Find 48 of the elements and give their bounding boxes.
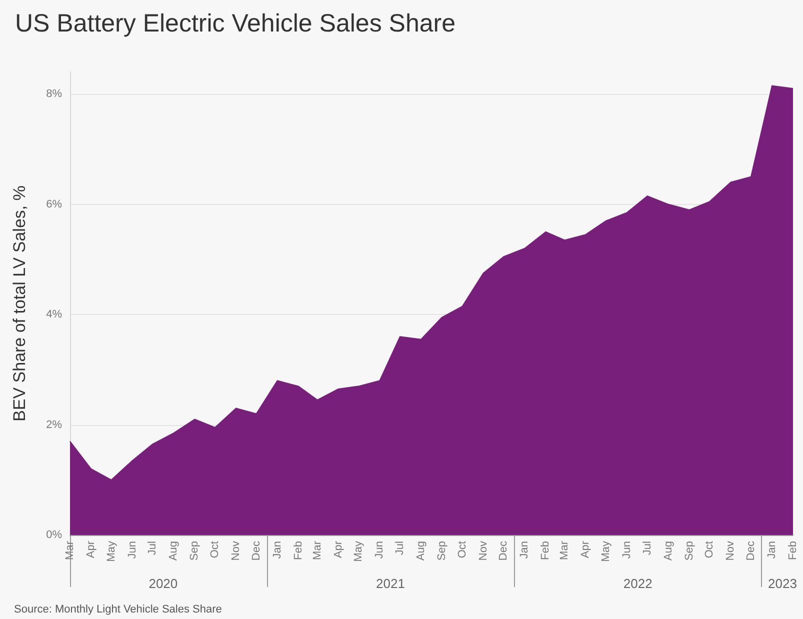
x-tick-label: Mar <box>64 540 76 560</box>
x-tick-label: Jun <box>126 541 138 559</box>
x-tick-label: Jan <box>766 541 778 559</box>
x-tick-label: Jun <box>374 541 386 559</box>
y-tick-label: 4% <box>46 308 62 321</box>
x-tick-label: Mar <box>311 540 324 560</box>
x-tick-label: Jul <box>641 541 654 556</box>
x-tick-label: May <box>352 540 365 562</box>
x-tick-label: Oct <box>456 541 468 558</box>
y-tick-label: 2% <box>46 418 62 431</box>
x-tick-label: Sep <box>436 541 448 561</box>
x-tick-label: Jan <box>518 541 531 559</box>
x-tick-label: Apr <box>332 540 344 558</box>
x-tick-label: Nov <box>477 540 490 561</box>
x-tick-label: Feb <box>540 541 552 560</box>
text: 2020 <box>148 576 178 591</box>
chart-title: US Battery Electric Vehicle Sales Share <box>15 10 456 38</box>
x-tick-label: Aug <box>662 541 674 561</box>
x-tick-label: Jul <box>394 541 406 556</box>
y-tick-label: 6% <box>46 198 62 210</box>
x-tick-label: Oct <box>209 541 222 558</box>
text: 2021 <box>376 576 405 591</box>
x-tick-label: May <box>600 540 612 562</box>
x-tick-label: Aug <box>168 541 180 561</box>
x-tick-label: Jan <box>271 541 284 559</box>
x-tick-label: Dec <box>498 540 510 561</box>
y-tick-label: 8% <box>46 88 62 100</box>
x-tick-label: Dec <box>250 540 262 561</box>
x-tick-label: Apr <box>580 540 592 558</box>
x-tick-label: Feb <box>292 541 304 560</box>
x-tick-label: Mar <box>558 540 571 560</box>
x-tick-label: Sep <box>188 541 201 561</box>
x-tick-label: Dec <box>744 540 757 561</box>
x-tick-label: Jul <box>146 541 159 556</box>
x-tick-label: Aug <box>414 541 427 561</box>
source-note: Source: Monthly Light Vehicle Sales Share <box>14 604 222 616</box>
x-tick-label: Oct <box>704 541 716 558</box>
x-tick-label: Apr <box>85 540 98 558</box>
y-axis-title: BEV Share of total LV Sales, % <box>10 186 29 422</box>
x-tick-label: Jun <box>620 541 633 559</box>
text: 2023 <box>768 576 797 591</box>
x-tick-label: May <box>105 540 118 562</box>
x-tick-label: Nov <box>724 540 737 561</box>
x-tick-label: Nov <box>230 540 242 561</box>
x-tick-label: Feb <box>787 541 799 560</box>
text: 2022 <box>623 576 652 591</box>
y-tick-label: 0% <box>46 529 62 541</box>
x-tick-label: Sep <box>683 541 696 561</box>
